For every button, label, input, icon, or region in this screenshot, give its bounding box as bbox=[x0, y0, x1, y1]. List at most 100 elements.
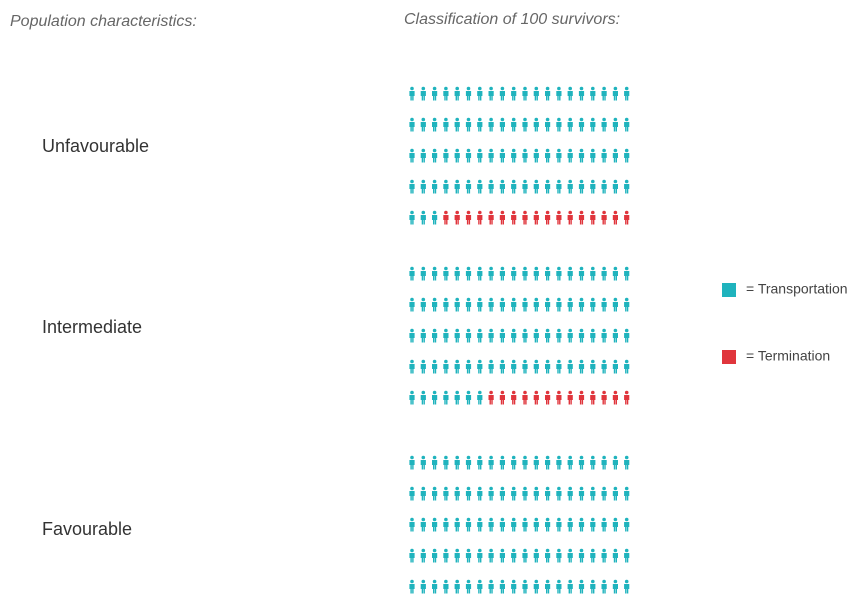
person-head bbox=[432, 548, 437, 553]
person-head bbox=[478, 179, 482, 184]
person-head bbox=[545, 328, 550, 333]
person-head bbox=[568, 179, 572, 184]
person-body bbox=[477, 333, 483, 343]
person-head bbox=[579, 517, 584, 522]
person-head bbox=[489, 548, 493, 553]
person-head bbox=[444, 517, 448, 522]
person-body bbox=[556, 271, 562, 281]
person-head bbox=[557, 117, 561, 122]
person-body bbox=[465, 184, 472, 194]
person-body bbox=[601, 302, 607, 312]
person-body bbox=[567, 302, 573, 312]
person-body bbox=[601, 153, 607, 163]
person-body bbox=[544, 522, 551, 532]
person-body bbox=[499, 215, 505, 225]
person-head bbox=[489, 86, 493, 91]
person-body bbox=[409, 553, 415, 563]
person-head bbox=[500, 455, 505, 460]
legend-label: = Transportation bbox=[746, 281, 848, 297]
person-body bbox=[432, 333, 438, 343]
person-head bbox=[591, 486, 595, 491]
person-body bbox=[533, 153, 539, 163]
person-head bbox=[455, 486, 460, 491]
person-head bbox=[511, 117, 516, 122]
person-body bbox=[432, 215, 438, 225]
person-head bbox=[568, 390, 572, 395]
person-head bbox=[478, 266, 482, 271]
person-body bbox=[465, 91, 472, 101]
person-head bbox=[421, 179, 426, 184]
person-head bbox=[500, 548, 505, 553]
person-head bbox=[545, 579, 550, 584]
person-body bbox=[409, 333, 415, 343]
person-head bbox=[478, 328, 482, 333]
person-body bbox=[409, 584, 415, 594]
person-head bbox=[557, 148, 561, 153]
person-body bbox=[612, 302, 618, 312]
person-head bbox=[624, 179, 629, 184]
person-body bbox=[454, 302, 460, 312]
person-head bbox=[489, 148, 493, 153]
person-head bbox=[444, 266, 448, 271]
chart-title: Classification of 100 survivors: bbox=[404, 11, 620, 28]
person-head bbox=[557, 179, 561, 184]
person-head bbox=[545, 517, 550, 522]
person-head bbox=[624, 210, 629, 215]
person-body bbox=[477, 184, 483, 194]
person-body bbox=[522, 395, 528, 405]
person-head bbox=[624, 86, 629, 91]
person-head bbox=[432, 390, 437, 395]
person-body bbox=[511, 91, 517, 101]
person-body bbox=[522, 333, 528, 343]
person-body bbox=[454, 522, 460, 532]
person-body bbox=[544, 364, 551, 374]
person-body bbox=[511, 460, 517, 470]
person-head bbox=[511, 328, 516, 333]
person-head bbox=[421, 117, 426, 122]
person-head bbox=[489, 359, 493, 364]
person-body bbox=[432, 122, 438, 132]
person-body bbox=[499, 333, 505, 343]
person-body bbox=[590, 460, 596, 470]
person-head bbox=[421, 486, 426, 491]
person-head bbox=[591, 455, 595, 460]
person-head bbox=[568, 579, 572, 584]
person-body bbox=[544, 491, 551, 501]
person-head bbox=[500, 148, 505, 153]
person-head bbox=[511, 297, 516, 302]
person-head bbox=[602, 455, 606, 460]
person-head bbox=[500, 579, 505, 584]
person-body bbox=[454, 184, 460, 194]
person-body bbox=[409, 364, 415, 374]
person-head bbox=[410, 517, 414, 522]
person-head bbox=[421, 328, 426, 333]
person-head bbox=[591, 579, 595, 584]
person-body bbox=[578, 302, 585, 312]
person-head bbox=[432, 455, 437, 460]
person-head bbox=[511, 486, 516, 491]
person-body bbox=[533, 553, 539, 563]
person-body bbox=[477, 364, 483, 374]
person-head bbox=[557, 486, 561, 491]
person-head bbox=[489, 390, 493, 395]
person-body bbox=[511, 553, 517, 563]
person-head bbox=[534, 486, 539, 491]
person-head bbox=[613, 148, 618, 153]
person-body bbox=[511, 395, 517, 405]
person-body bbox=[624, 333, 630, 343]
person-body bbox=[477, 215, 483, 225]
person-head bbox=[466, 148, 471, 153]
person-head bbox=[568, 86, 572, 91]
person-body bbox=[624, 91, 630, 101]
person-body bbox=[544, 122, 551, 132]
person-body bbox=[601, 460, 607, 470]
person-head bbox=[624, 148, 629, 153]
person-head bbox=[523, 548, 527, 553]
person-body bbox=[420, 460, 426, 470]
person-head bbox=[579, 86, 584, 91]
person-body bbox=[477, 522, 483, 532]
person-head bbox=[500, 210, 505, 215]
person-body bbox=[511, 153, 517, 163]
person-body bbox=[499, 584, 505, 594]
person-body bbox=[612, 553, 618, 563]
